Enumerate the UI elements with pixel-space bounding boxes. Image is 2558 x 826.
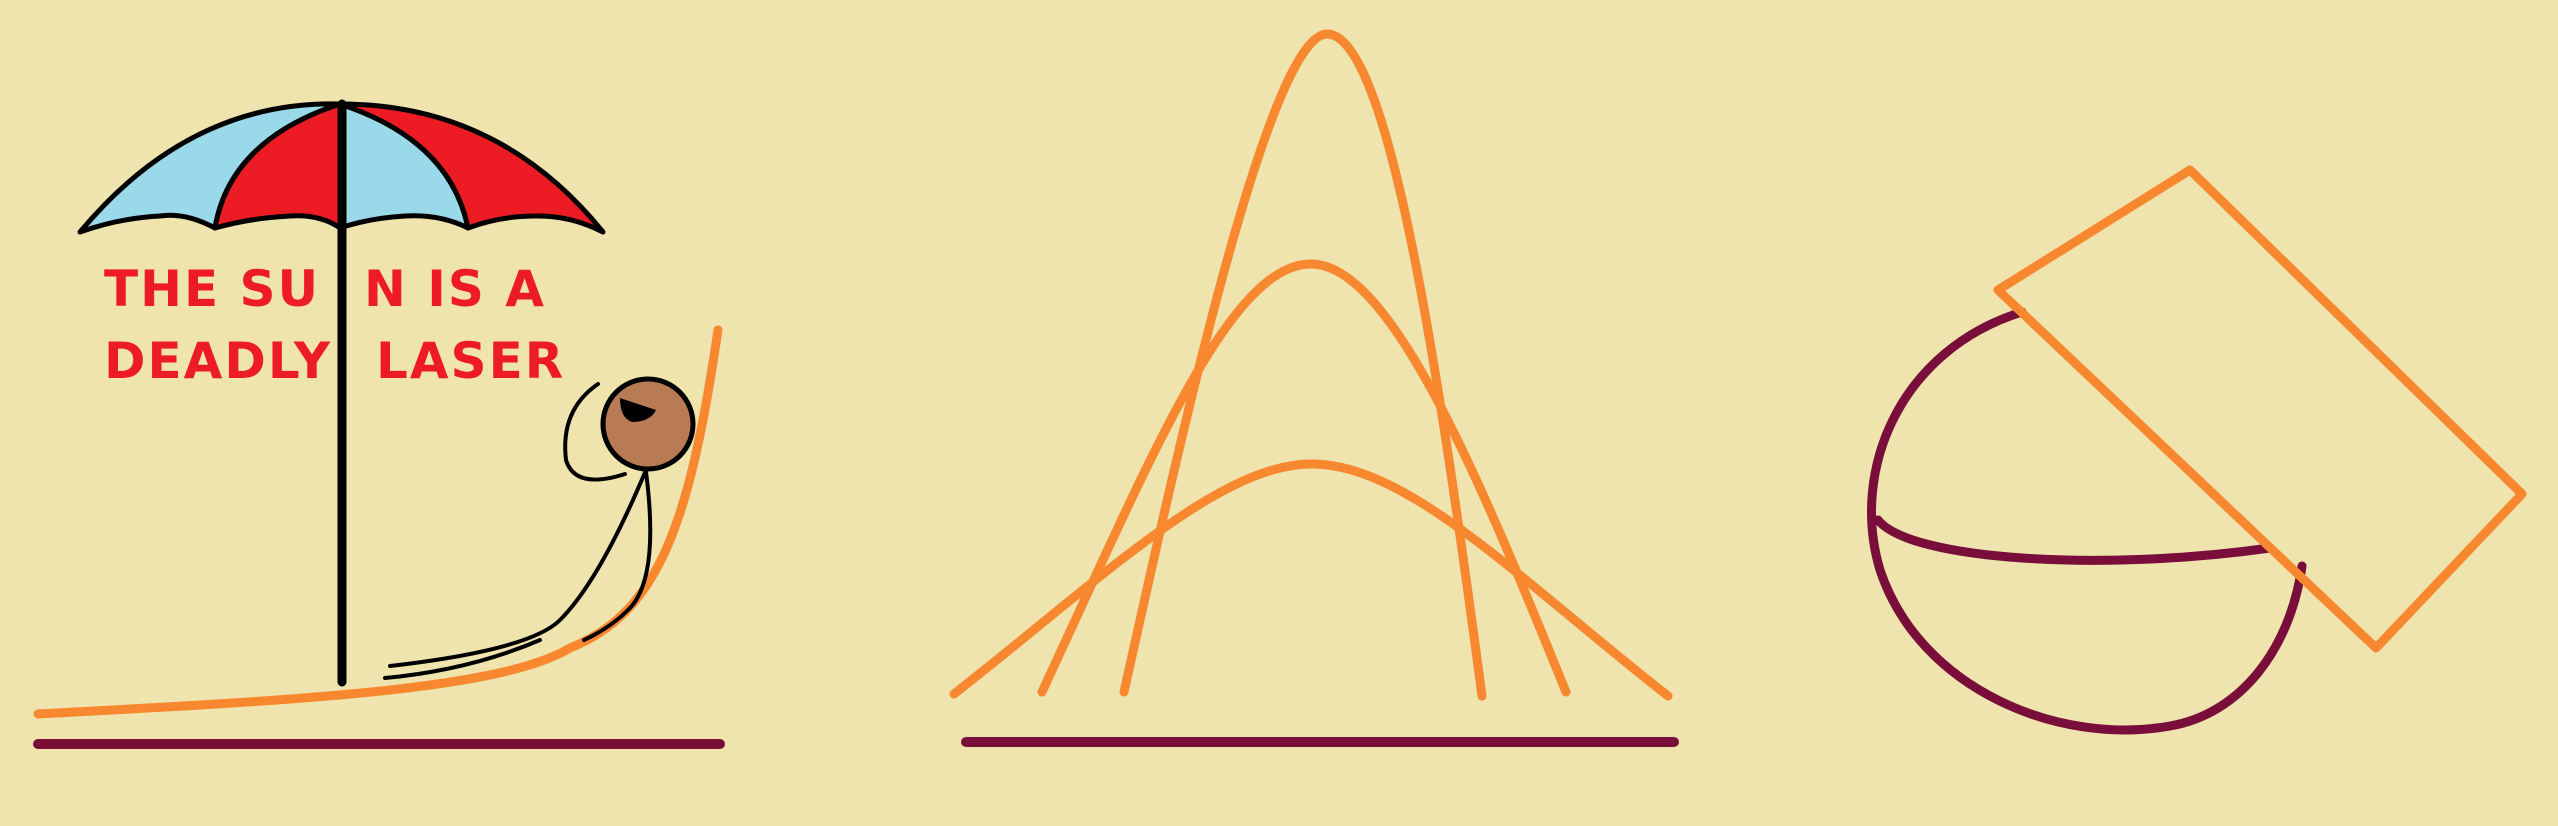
umbrella-canopy (77, 101, 606, 235)
figure-leg-2 (383, 638, 542, 680)
figure-leg (582, 470, 653, 642)
figure-arm (563, 382, 627, 482)
sign-line2-left: DEADLY (104, 332, 332, 390)
umbrella-sign-text: THE SU N IS A DEADLY LASER (104, 260, 565, 390)
tilted-rectangle (1993, 165, 2527, 653)
sphere-equator (1873, 515, 2275, 565)
sphere-outline (1867, 307, 2307, 735)
exponential-curve (33, 325, 723, 719)
figure-sunglasses (620, 398, 656, 422)
panel-center (949, 29, 1679, 747)
umbrella-segment-4 (337, 101, 606, 235)
figure-head (600, 376, 696, 472)
bell-curve-wide (949, 459, 1673, 701)
bell-curve-tall (1119, 29, 1487, 701)
umbrella-segment-2 (212, 101, 343, 231)
stick-figure (383, 382, 653, 680)
figure-body (388, 468, 648, 668)
sign-line1-right: N IS A (364, 260, 546, 318)
panel-right (1867, 165, 2527, 735)
bell-curve-medium (1037, 259, 1571, 697)
panel-left: THE SU N IS A DEADLY LASER (33, 99, 725, 749)
sign-line2-right: LASER (376, 332, 565, 390)
sign-line1-left: THE SU (104, 260, 320, 318)
